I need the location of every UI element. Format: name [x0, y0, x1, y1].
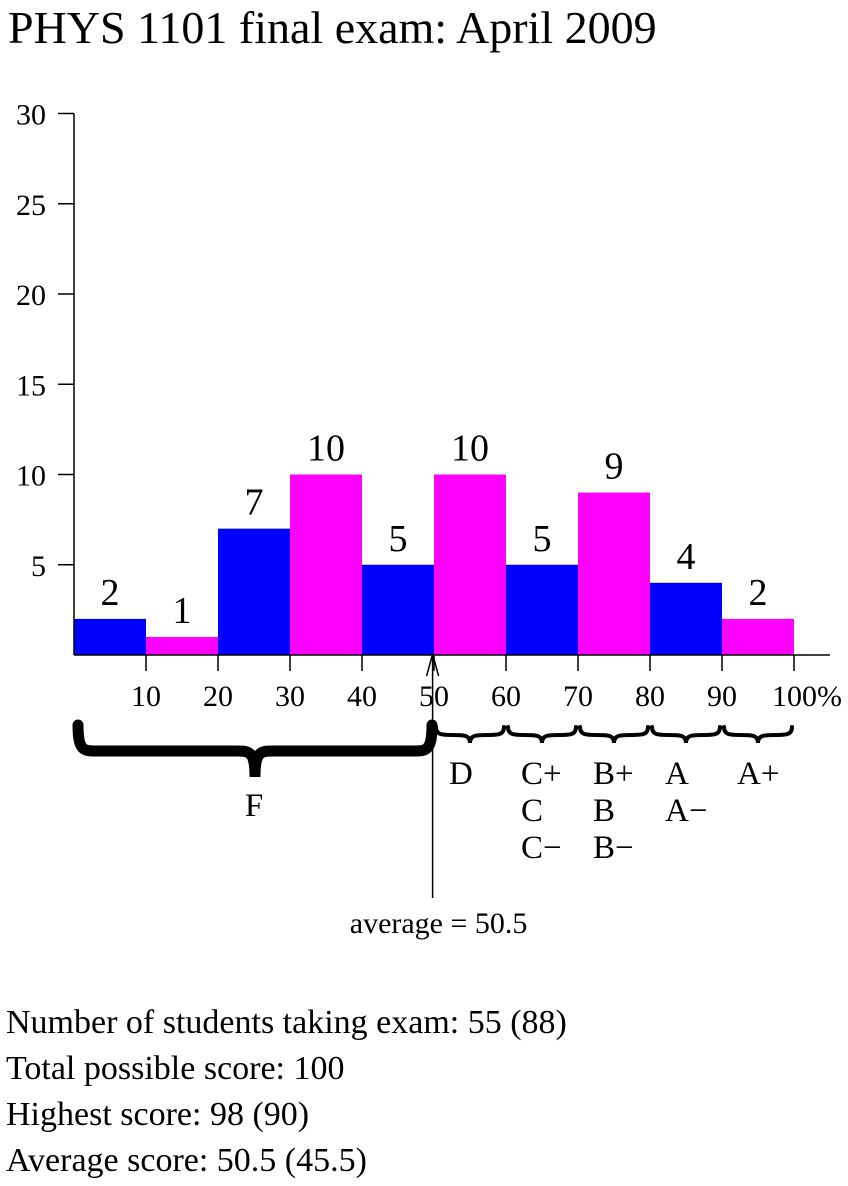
bar-value-label: 7	[245, 482, 264, 524]
histogram-bar	[434, 475, 506, 656]
grade-brace	[580, 727, 648, 743]
grade-label: C	[521, 793, 543, 829]
histogram-bar	[290, 475, 362, 656]
x-tick-label: 50	[419, 680, 449, 713]
grade-brace	[724, 727, 792, 743]
histogram-bar	[650, 583, 722, 655]
labels-layer: 2 1 7 10 5 10 5 9 4 2 30 25 20 15 10 5 10 20 30 40 50 60 70 80 9…	[16, 99, 842, 941]
histogram-bar	[74, 619, 146, 655]
grade-brace	[652, 727, 720, 743]
bar-value-label: 4	[677, 536, 696, 578]
average-label: average = 50.5	[350, 907, 528, 940]
exam-statistics: Number of students taking exam: 55 (88) …	[6, 1000, 567, 1184]
x-tick-label: 30	[275, 680, 305, 713]
y-tick-label: 15	[16, 369, 46, 402]
grade-label: A+	[737, 756, 779, 792]
average-score: Average score: 50.5 (45.5)	[6, 1138, 567, 1184]
y-tick-label: 5	[31, 550, 46, 583]
students-count: Number of students taking exam: 55 (88)	[6, 1000, 567, 1046]
histogram-bar	[362, 565, 434, 655]
x-tick-label: 70	[563, 680, 593, 713]
histogram-chart: 2 1 7 10 5 10 5 9 4 2 30 25 20 15 10 5 10 20 30 40 50 60 70 80 9…	[0, 0, 848, 990]
grade-brace	[508, 727, 576, 743]
x-tick-label: 10	[131, 680, 161, 713]
x-tick-label: 80	[635, 680, 665, 713]
grade-label: C+	[521, 756, 562, 792]
x-tick-label: 40	[347, 680, 377, 713]
x-tick-label: 20	[203, 680, 233, 713]
x-tick-label: 90	[707, 680, 737, 713]
grade-label: B−	[593, 830, 634, 866]
grade-brace	[78, 725, 432, 777]
histogram-bar	[146, 637, 218, 655]
grade-label: B+	[593, 756, 634, 792]
highest-score: Highest score: 98 (90)	[6, 1092, 567, 1138]
bar-value-label: 10	[307, 428, 345, 470]
grade-label: D	[449, 756, 473, 792]
histogram-bar	[722, 619, 794, 655]
grade-label: A−	[665, 793, 707, 829]
total-score: Total possible score: 100	[6, 1046, 567, 1092]
grade-label: C−	[521, 830, 562, 866]
y-tick-label: 10	[16, 460, 46, 493]
grade-brace	[436, 727, 504, 743]
y-tick-label: 30	[16, 99, 46, 132]
bar-value-label: 9	[605, 446, 624, 488]
grade-label: A	[665, 756, 689, 792]
bar-value-label: 10	[451, 428, 489, 470]
x-tick-label: 60	[491, 680, 521, 713]
y-tick-label: 25	[16, 189, 46, 222]
x-tick-label: 100%	[772, 680, 842, 713]
bar-value-label: 2	[749, 572, 768, 614]
histogram-bar	[578, 493, 650, 655]
grade-label: B	[593, 793, 615, 829]
histogram-bar	[218, 529, 290, 655]
histogram-bar	[506, 565, 578, 655]
grade-label: F	[245, 788, 263, 824]
y-tick-label: 20	[16, 279, 46, 312]
bar-value-label: 1	[173, 590, 192, 632]
bar-value-label: 2	[101, 572, 120, 614]
bar-value-label: 5	[533, 518, 552, 560]
bar-value-label: 5	[389, 518, 408, 560]
